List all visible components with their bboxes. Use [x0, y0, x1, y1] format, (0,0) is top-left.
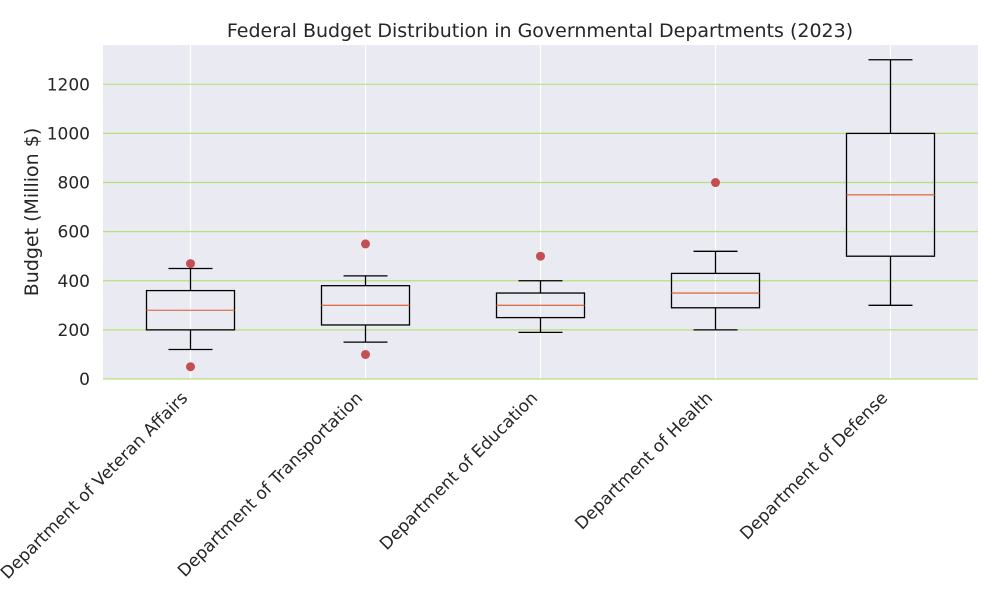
x-tick-label: Department of Transportation — [174, 388, 367, 581]
x-tick-label: Department of Education — [376, 388, 542, 554]
x-tick-label: Department of Defense — [736, 388, 892, 544]
outlier-point — [186, 259, 195, 269]
x-tick-label: Department of Veteran Affairs — [0, 388, 192, 583]
y-tick-label: 200 — [58, 321, 90, 341]
y-tick-label: 400 — [58, 272, 90, 292]
y-tick-label: 800 — [58, 174, 90, 194]
box — [670, 272, 761, 309]
box-group — [845, 59, 936, 306]
y-axis-label: Budget (Million $) — [21, 128, 43, 297]
outlier-point — [186, 362, 195, 372]
box-group — [495, 251, 586, 333]
outlier-point — [536, 251, 545, 261]
box-group — [320, 239, 411, 359]
chart-title: Federal Budget Distribution in Governmen… — [227, 20, 853, 42]
outlier-point — [361, 349, 370, 359]
y-tick-label: 600 — [58, 223, 90, 243]
y-tick-label: 1200 — [47, 75, 90, 95]
box-group — [145, 259, 236, 372]
boxes — [145, 59, 936, 372]
box-group — [670, 178, 761, 331]
outlier-point — [361, 239, 370, 249]
grid — [103, 45, 978, 380]
outlier-point — [711, 178, 720, 188]
x-tick-label: Department of Health — [571, 388, 717, 534]
y-tick-label: 0 — [79, 370, 90, 390]
y-tick-label: 1000 — [47, 124, 90, 144]
